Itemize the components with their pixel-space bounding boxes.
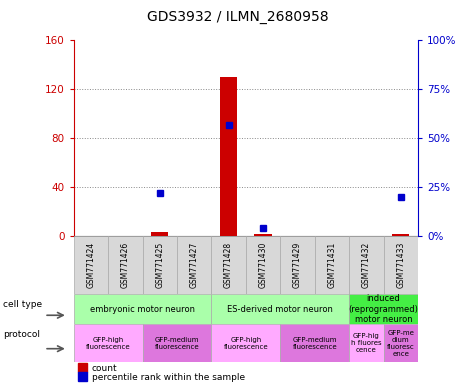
Text: induced
(reprogrammed)
motor neuron: induced (reprogrammed) motor neuron	[349, 294, 418, 324]
Text: GSM771432: GSM771432	[362, 242, 371, 288]
Text: embryonic motor neuron: embryonic motor neuron	[90, 305, 195, 314]
Bar	[142, 324, 211, 362]
Bar	[246, 236, 280, 294]
Bar	[349, 236, 384, 294]
Bar	[177, 236, 211, 294]
Bar	[220, 77, 237, 236]
Bar	[280, 324, 349, 362]
Bar	[392, 234, 409, 236]
Bar	[74, 236, 108, 294]
Text: ES-derived motor neuron: ES-derived motor neuron	[228, 305, 333, 314]
Bar	[349, 324, 384, 362]
Bar	[280, 236, 314, 294]
Bar	[384, 324, 418, 362]
Bar	[384, 236, 418, 294]
Text: GSM771427: GSM771427	[190, 242, 199, 288]
Bar	[255, 234, 272, 236]
Text: GDS3932 / ILMN_2680958: GDS3932 / ILMN_2680958	[147, 10, 328, 23]
Text: GSM771428: GSM771428	[224, 242, 233, 288]
Text: GFP-me
dium
fluoresc
ence: GFP-me dium fluoresc ence	[387, 329, 415, 357]
Bar	[108, 236, 142, 294]
Text: GSM771433: GSM771433	[396, 242, 405, 288]
Text: GSM771429: GSM771429	[293, 242, 302, 288]
Bar	[211, 236, 246, 294]
Text: GSM771425: GSM771425	[155, 242, 164, 288]
Text: GFP-high
fluorescence: GFP-high fluorescence	[86, 337, 130, 349]
Bar	[211, 294, 349, 324]
Text: cell type: cell type	[3, 300, 42, 309]
Text: percentile rank within the sample: percentile rank within the sample	[92, 373, 245, 382]
Text: GFP-medium
fluorescence: GFP-medium fluorescence	[155, 337, 199, 349]
Text: GSM771426: GSM771426	[121, 242, 130, 288]
Text: count: count	[92, 364, 117, 373]
Text: GSM771431: GSM771431	[327, 242, 336, 288]
Bar	[349, 294, 418, 324]
Bar	[151, 232, 168, 236]
Bar	[142, 236, 177, 294]
Text: GSM771424: GSM771424	[86, 242, 95, 288]
Text: GFP-high
fluorescence: GFP-high fluorescence	[224, 337, 268, 349]
Text: protocol: protocol	[3, 330, 40, 339]
Bar	[74, 324, 142, 362]
Bar	[211, 324, 280, 362]
Text: GFP-medium
fluorescence: GFP-medium fluorescence	[293, 337, 337, 349]
Text: GFP-hig
h fluores
cence: GFP-hig h fluores cence	[351, 333, 381, 353]
Bar	[314, 236, 349, 294]
Bar	[74, 294, 211, 324]
Text: GSM771430: GSM771430	[258, 242, 267, 288]
